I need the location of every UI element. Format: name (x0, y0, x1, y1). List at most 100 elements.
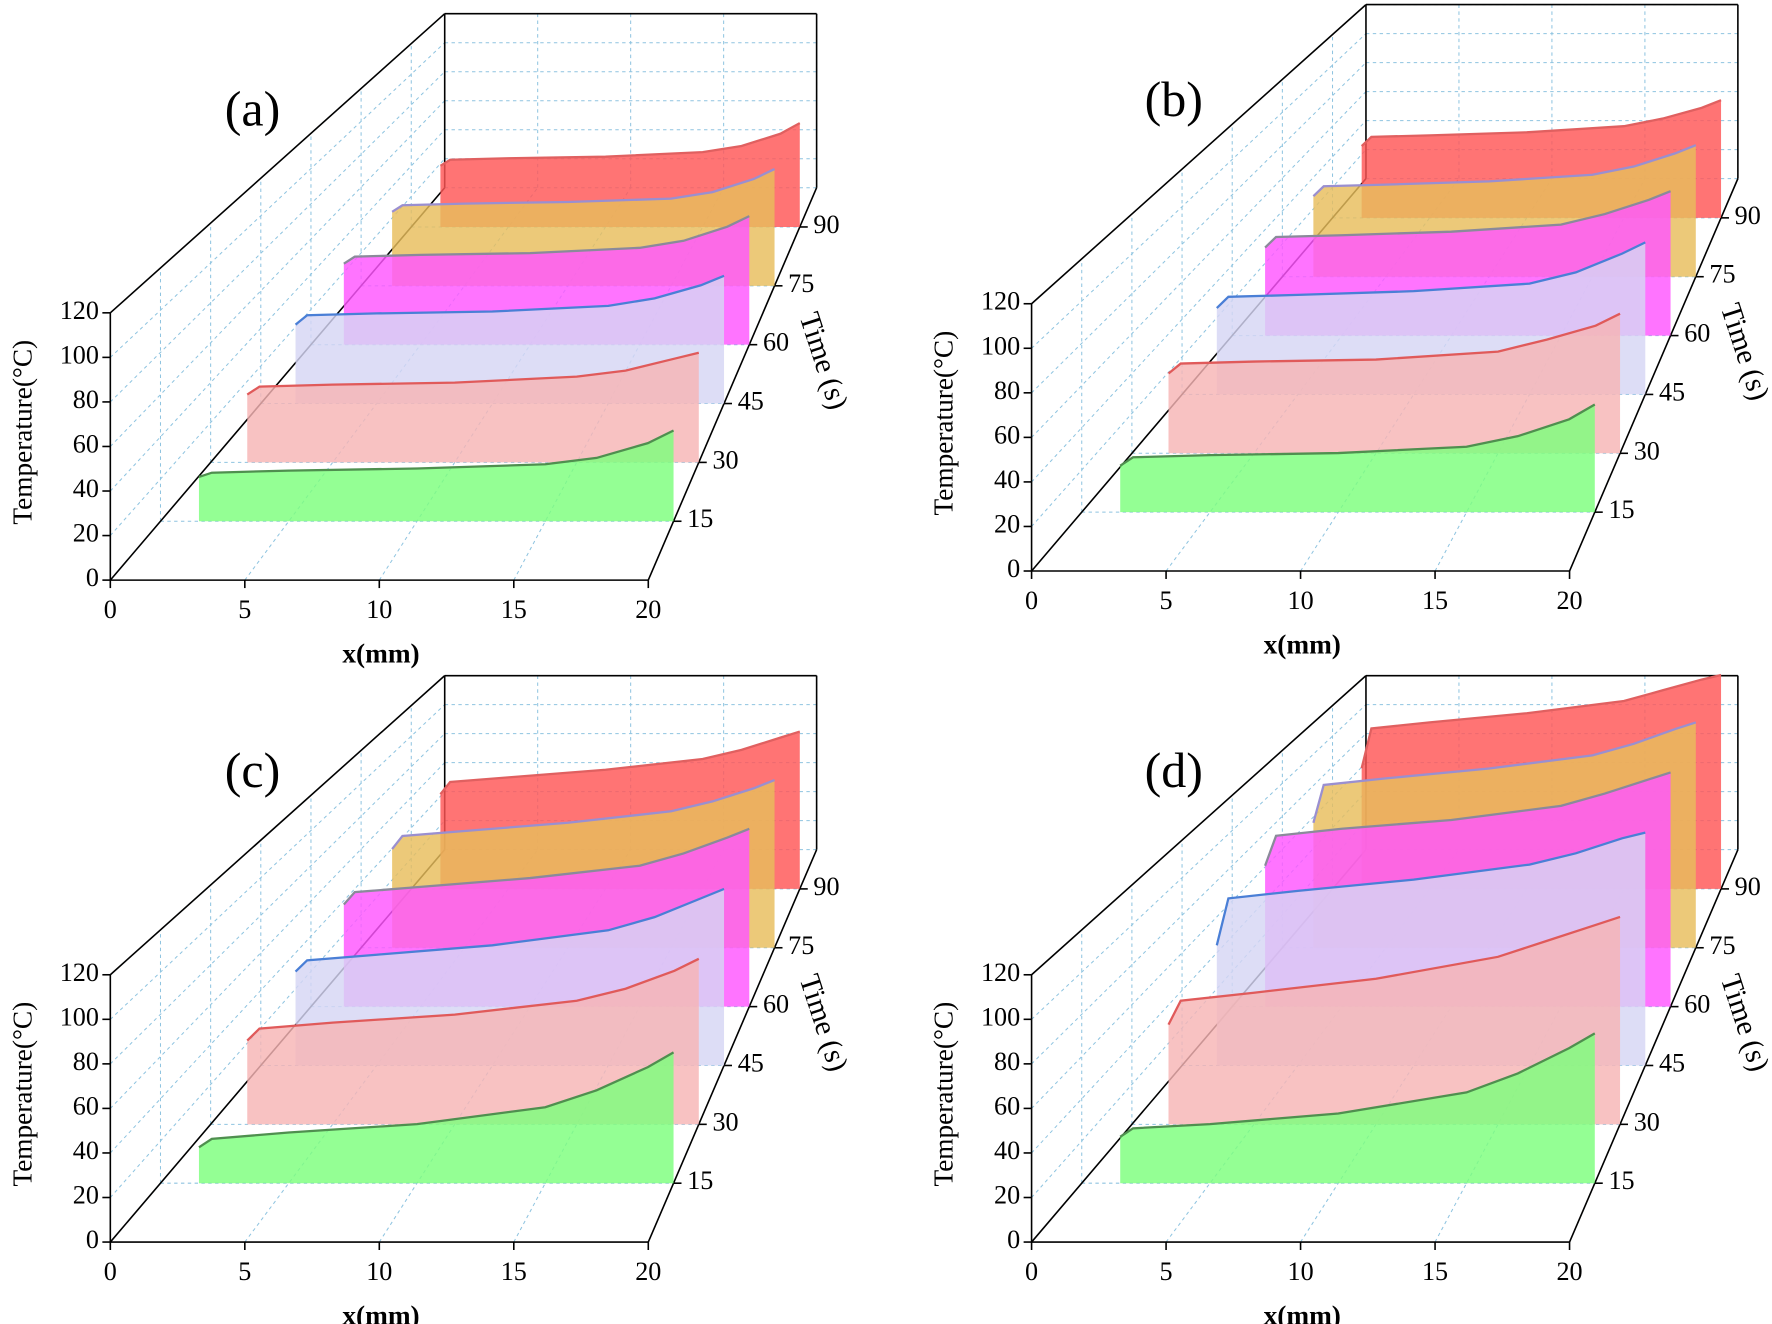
grid-line (109, 820, 446, 1198)
line (1119, 1032, 1596, 1138)
x-tick-label: 0 (104, 595, 117, 624)
grid-line (109, 158, 446, 536)
x-tick-label: 0 (104, 1257, 117, 1286)
frame-line (1031, 4, 1367, 305)
y-tick-label: 120 (60, 296, 99, 325)
panel: 0 5 10 15 20020406080100120153045607590(a)x(… (7, 12, 854, 669)
x-tick-label: 5 (238, 1257, 251, 1286)
y-tick-label: 120 (981, 958, 1020, 987)
grid-line (1031, 704, 1367, 1020)
line (439, 122, 801, 167)
y-tick-label: 60 (73, 429, 99, 458)
y-tick-label: 0 (86, 563, 99, 592)
y-tick-label: 20 (994, 509, 1020, 538)
line (1360, 99, 1722, 147)
z-axis-title: Time (s) (793, 309, 854, 414)
x-tick-label: 20 (1556, 1257, 1582, 1286)
line (391, 778, 775, 850)
z-tick-label: 45 (738, 1048, 764, 1077)
grid-line (1031, 91, 1367, 438)
line (1312, 144, 1697, 197)
y-tick-label: 100 (60, 340, 99, 369)
y-tick-label: 80 (994, 1047, 1020, 1076)
line (1264, 771, 1671, 867)
z-tick-label: 45 (1659, 377, 1685, 406)
y-tick-label: 0 (1007, 1225, 1020, 1254)
y-tick-label: 40 (73, 474, 99, 503)
y-tick-label: 40 (73, 1136, 99, 1165)
z-tick-label: 60 (1684, 990, 1710, 1019)
grid-line (109, 762, 446, 1109)
area (1168, 916, 1621, 1125)
y-tick-label: 60 (73, 1091, 99, 1120)
line (294, 274, 725, 326)
grid-line (1031, 733, 1367, 1065)
panel-label: (d) (1145, 742, 1203, 798)
x-tick-label: 20 (635, 595, 661, 624)
y-tick-label: 20 (73, 1181, 99, 1210)
z-tick-label: 90 (813, 872, 839, 901)
area (247, 958, 699, 1125)
z-axis-title: Time (s) (1714, 299, 1772, 404)
y-tick-label: 60 (994, 1091, 1020, 1120)
x-tick-label: 20 (1556, 586, 1582, 615)
x-axis-title: x(mm) (1264, 629, 1341, 659)
z-tick-label: 45 (738, 387, 764, 416)
grid-line (109, 791, 446, 1154)
line (294, 887, 725, 973)
area (198, 430, 674, 522)
z-tick-label: 60 (1684, 319, 1710, 348)
y-tick-label: 20 (994, 1181, 1020, 1210)
panel-label: (a) (225, 80, 281, 136)
axis-line (1568, 849, 1739, 1243)
y-tick-label: 40 (994, 1136, 1020, 1165)
line (439, 730, 801, 795)
grid-line (109, 71, 446, 403)
line (246, 957, 700, 1042)
z-tick-label: 60 (763, 990, 789, 1019)
frame-line (109, 187, 446, 581)
area (1168, 313, 1621, 454)
y-tick-label: 80 (73, 1047, 99, 1076)
panel-label: (b) (1145, 71, 1203, 127)
x-tick-label: 10 (366, 1257, 392, 1286)
y-axis-title: Temperature(°C) (7, 340, 37, 525)
grid-line (109, 42, 446, 358)
panel-label: (c) (225, 742, 281, 798)
grid-line (1031, 149, 1367, 527)
y-tick-label: 20 (73, 519, 99, 548)
frame-line (1031, 675, 1367, 976)
grid-line (1031, 820, 1367, 1198)
line (391, 168, 776, 213)
grid-line (109, 129, 446, 492)
z-tick-label: 75 (788, 931, 814, 960)
grid-line (109, 704, 446, 1020)
panel: 0 5 10 15 20 0 20 40 60 80 100 120 15 30 45 60 75 90 (d) x(… (929, 673, 1772, 1324)
line (1312, 721, 1697, 824)
y-axis-title: Temperature(°C) (929, 331, 959, 516)
y-axis-title: Temperature(°C) (929, 1002, 959, 1187)
panel: 0 5 10 15 20 0 20 40 60 80 100 120 15 30 45 60 75 90 (b) x(… (929, 3, 1772, 659)
x-tick-label: 0 (1025, 1257, 1038, 1286)
x-tick-label: 15 (501, 595, 527, 624)
x-tick-label: 5 (1160, 1257, 1173, 1286)
x-axis-title: x(mm) (342, 639, 419, 669)
x-tick-label: 15 (501, 1257, 527, 1286)
line (1167, 312, 1621, 375)
line (246, 351, 700, 396)
line (1167, 915, 1621, 1026)
line (198, 1051, 675, 1149)
y-tick-label: 0 (1007, 554, 1020, 583)
grid-line (1031, 120, 1367, 483)
x-tick-label: 10 (366, 595, 392, 624)
x-tick-label: 15 (1422, 586, 1448, 615)
y-tick-label: 40 (994, 465, 1020, 494)
line (1360, 673, 1722, 769)
line (1215, 831, 1646, 946)
area (247, 352, 699, 463)
y-tick-label: 120 (981, 287, 1020, 316)
y-axis-title: Temperature(°C) (7, 1002, 37, 1187)
z-axis-title: Time (s) (1714, 971, 1772, 1076)
z-tick-label: 75 (1709, 260, 1735, 289)
